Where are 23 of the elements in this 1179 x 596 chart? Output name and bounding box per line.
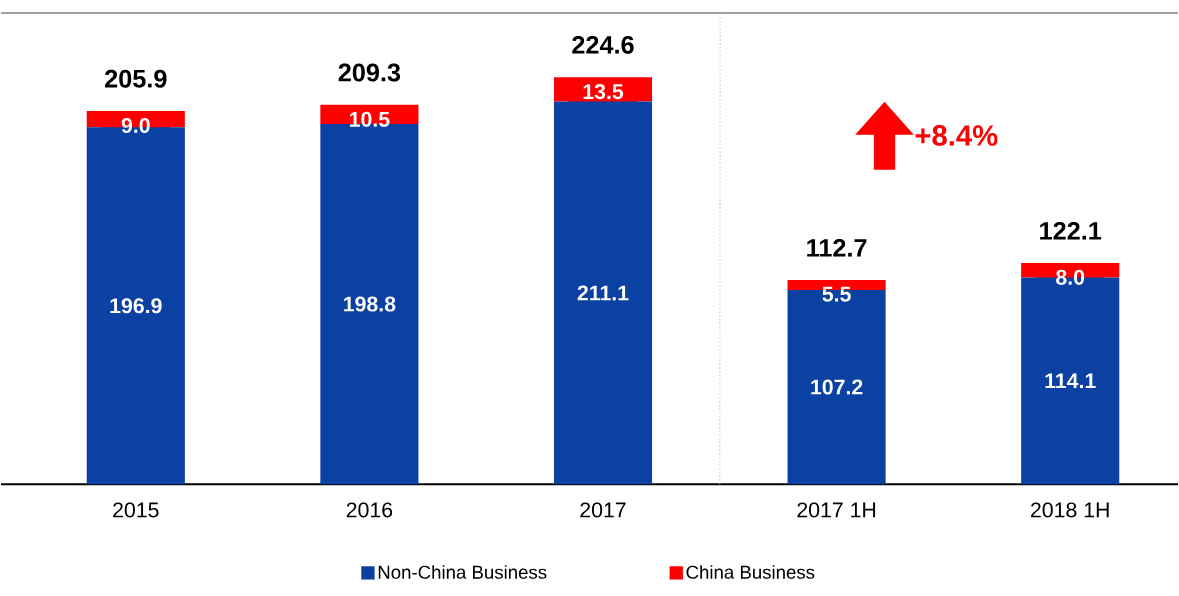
data-label: 211.1 (577, 285, 629, 301)
x-tick-label: 2017 (580, 502, 626, 518)
total-label: 224.6 (572, 35, 634, 54)
data-label: 107.2 (811, 379, 863, 395)
total-label: 209.3 (338, 63, 401, 82)
data-label: 198.8 (344, 296, 396, 312)
bar (553, 101, 653, 485)
data-label: 10.5 (350, 111, 390, 127)
data-label: 5.5 (822, 286, 851, 302)
bar (553, 77, 653, 102)
data-label: 13.5 (583, 84, 624, 100)
annotation: +8.4% (915, 125, 998, 146)
total-label: 205.9 (105, 69, 167, 88)
data-label: 114.1 (1045, 373, 1096, 389)
total-label: 122.1 (1040, 221, 1102, 240)
x-tick-label: 2016 (346, 502, 393, 518)
legend-label: Non-China Business (378, 565, 547, 579)
x-tick-label: 2015 (113, 502, 159, 518)
x-tick-label: 2017 1H (797, 502, 876, 518)
x-tick-label: 2018 1H (1031, 502, 1109, 518)
data-label: 196.9 (110, 298, 162, 314)
total-label: 112.7 (807, 238, 867, 257)
legend-label: China Business (686, 565, 815, 579)
